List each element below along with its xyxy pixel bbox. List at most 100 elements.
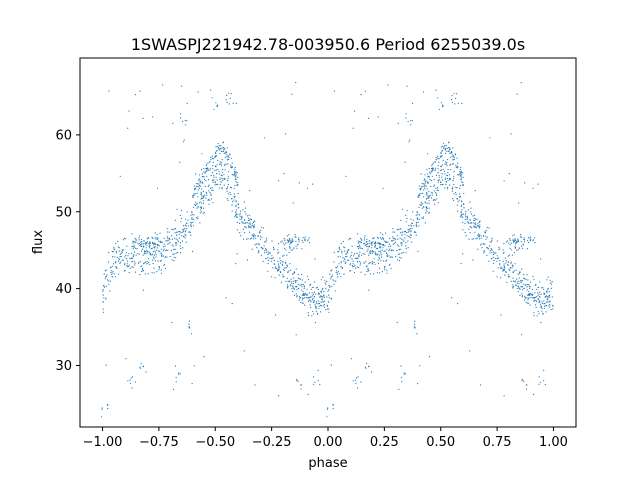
data-point <box>489 241 491 243</box>
data-point <box>546 279 548 281</box>
data-point <box>297 283 299 285</box>
data-point <box>260 229 262 231</box>
data-point <box>241 218 243 220</box>
data-point <box>496 260 498 262</box>
data-point <box>528 302 530 304</box>
data-point <box>213 179 215 181</box>
data-point <box>490 248 492 250</box>
data-point <box>401 252 403 254</box>
data-point <box>501 267 503 269</box>
data-point <box>469 211 472 213</box>
data-point <box>477 248 479 250</box>
data-point <box>148 245 150 247</box>
data-point <box>173 260 175 262</box>
data-point <box>235 172 237 174</box>
data-point <box>220 162 222 164</box>
data-point <box>443 146 445 149</box>
data-point <box>522 295 524 297</box>
data-point <box>392 237 394 239</box>
data-point <box>363 243 365 245</box>
data-point <box>244 222 246 224</box>
data-point <box>517 240 520 242</box>
data-point <box>136 248 138 250</box>
data-point <box>546 290 548 292</box>
data-point <box>545 295 547 297</box>
data-point <box>313 313 315 315</box>
data-point <box>426 192 428 194</box>
data-point <box>235 181 237 183</box>
data-point <box>438 158 440 160</box>
data-point <box>295 286 297 288</box>
data-point <box>265 241 267 243</box>
data-point <box>415 234 417 236</box>
data-point <box>437 172 439 174</box>
data-point <box>159 250 161 252</box>
data-point <box>228 156 230 158</box>
data-point <box>328 289 330 291</box>
data-point <box>441 150 443 152</box>
data-point <box>126 245 128 247</box>
data-point <box>198 186 200 188</box>
data-point <box>215 150 217 152</box>
data-point <box>377 241 379 243</box>
data-point <box>442 149 444 151</box>
data-point <box>141 265 143 267</box>
data-point <box>235 214 237 216</box>
data-point <box>518 288 521 290</box>
data-point <box>287 287 289 289</box>
data-point <box>179 117 181 119</box>
data-point <box>104 278 106 280</box>
data-point <box>531 294 534 296</box>
data-point <box>527 239 529 242</box>
data-point <box>528 297 530 299</box>
data-point <box>163 243 165 245</box>
data-point <box>341 267 343 269</box>
data-point <box>132 242 134 244</box>
data-point <box>321 299 323 301</box>
data-point <box>174 237 176 239</box>
data-point <box>537 299 539 301</box>
data-point <box>400 257 402 259</box>
data-point <box>386 248 388 250</box>
data-point <box>537 295 539 297</box>
data-point <box>274 277 276 279</box>
y-tick-label: 30 <box>55 359 72 374</box>
data-point <box>475 226 477 228</box>
data-point <box>286 267 288 269</box>
data-point <box>179 161 181 163</box>
data-point <box>518 283 520 285</box>
data-point <box>282 261 284 263</box>
data-point <box>542 312 544 314</box>
data-point <box>394 231 396 233</box>
data-point <box>392 231 394 233</box>
data-point <box>430 172 432 174</box>
data-point <box>381 249 383 251</box>
data-point <box>514 238 516 240</box>
data-point <box>453 183 455 186</box>
data-point <box>467 221 469 223</box>
data-point <box>225 99 227 101</box>
data-point <box>512 235 514 237</box>
data-point <box>176 208 178 210</box>
data-point <box>430 171 432 173</box>
data-point <box>396 321 398 324</box>
data-point <box>253 220 255 222</box>
data-point <box>461 102 463 105</box>
data-point <box>315 310 317 312</box>
data-point <box>417 383 419 385</box>
data-point <box>278 267 280 269</box>
data-point <box>459 193 461 195</box>
data-point <box>258 251 260 253</box>
data-point <box>467 209 469 211</box>
data-point <box>190 234 192 236</box>
data-point <box>538 376 540 378</box>
data-point <box>203 171 205 173</box>
data-point <box>392 249 394 251</box>
data-point <box>452 159 454 161</box>
data-point <box>252 225 254 228</box>
data-point <box>201 173 203 175</box>
data-point <box>499 260 501 262</box>
data-point <box>133 241 135 243</box>
data-point <box>151 247 153 249</box>
